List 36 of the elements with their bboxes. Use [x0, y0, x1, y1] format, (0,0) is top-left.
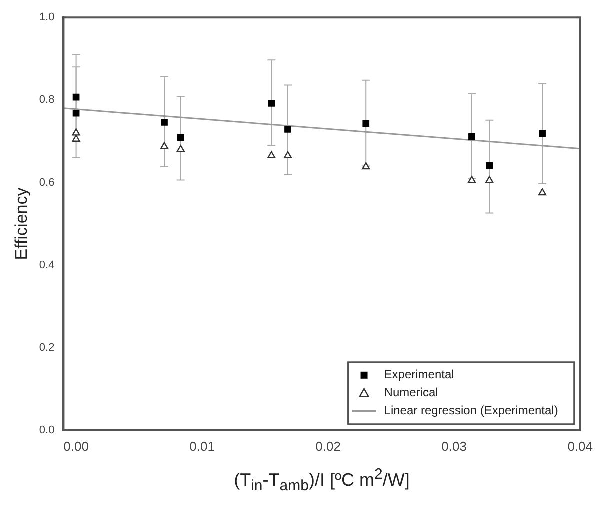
legend-label: Experimental [384, 368, 454, 382]
point [72, 134, 80, 142]
y-tick-label: 0.0 [39, 424, 55, 436]
y-tick-label: 0.2 [39, 342, 55, 354]
point [72, 128, 80, 136]
point [362, 120, 370, 128]
point [468, 133, 476, 140]
x-tick-label: 0.00 [64, 438, 89, 454]
point [161, 119, 168, 126]
point [468, 176, 476, 184]
point [160, 142, 169, 150]
x-axis-title: (T$_{in}$-T$_{amb}$)/I [ºC m$^{2}$/W] [233, 466, 411, 495]
x-tick-label: 0.01 [190, 438, 215, 454]
y-tick-label: 0.4 [39, 259, 55, 272]
legend-label: Linear regression (Experimental) [384, 404, 558, 418]
y-tick-label: 0.8 [39, 94, 55, 106]
y-axis-title: Efficiency [12, 187, 31, 260]
point [539, 130, 546, 138]
point [284, 151, 292, 158]
point [268, 151, 276, 158]
point [362, 162, 370, 170]
point [486, 162, 494, 170]
point [177, 134, 184, 142]
legend-label: Numerical [384, 386, 438, 400]
point [268, 100, 276, 107]
point [486, 176, 494, 184]
x-tick-label: 0.02 [316, 438, 341, 454]
point [538, 188, 547, 196]
point [72, 94, 80, 101]
point [176, 145, 185, 152]
x-tick-label: 0.04 [568, 438, 594, 454]
point [284, 126, 292, 133]
y-tick-label: 1.0 [39, 12, 55, 24]
point [72, 110, 80, 117]
x-tick-label: 0.03 [442, 438, 467, 454]
y-tick-label: 0.6 [39, 176, 55, 189]
